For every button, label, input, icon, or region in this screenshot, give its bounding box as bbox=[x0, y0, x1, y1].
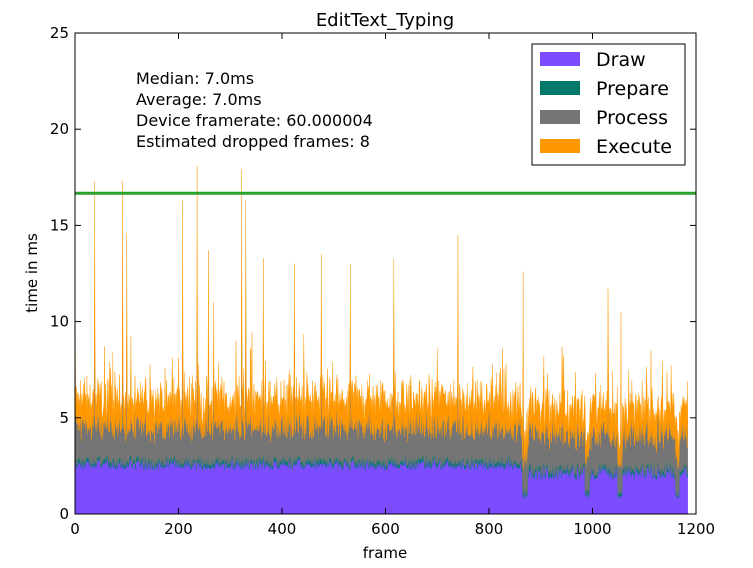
x-tick-label: 400 bbox=[268, 520, 297, 538]
x-tick-label: 0 bbox=[70, 520, 80, 538]
y-tick-label: 15 bbox=[50, 216, 69, 234]
x-tick-label: 1200 bbox=[677, 520, 715, 538]
y-axis-label: time in ms bbox=[23, 233, 41, 313]
chart-title: EditText_Typing bbox=[316, 10, 454, 31]
stats-annotation: Device framerate: 60.000004 bbox=[136, 111, 373, 130]
y-tick-label: 25 bbox=[50, 24, 69, 42]
legend-label: Draw bbox=[596, 49, 646, 71]
x-tick-label: 800 bbox=[475, 520, 504, 538]
x-axis-label: frame bbox=[363, 544, 407, 562]
stats-annotation: Median: 7.0ms bbox=[136, 69, 254, 88]
y-tick-label: 10 bbox=[50, 313, 69, 331]
x-tick-label: 1000 bbox=[573, 520, 611, 538]
legend-label: Process bbox=[596, 107, 668, 129]
y-tick-label: 20 bbox=[50, 120, 69, 138]
series-area-execute bbox=[74, 165, 688, 470]
y-tick-label: 5 bbox=[59, 409, 69, 427]
legend-label: Prepare bbox=[596, 78, 669, 100]
x-tick-label: 200 bbox=[164, 520, 193, 538]
x-tick-label: 600 bbox=[371, 520, 400, 538]
legend-swatch bbox=[540, 52, 580, 66]
legend-swatch bbox=[540, 110, 580, 124]
legend-swatch bbox=[540, 81, 580, 95]
y-tick-label: 0 bbox=[59, 505, 69, 523]
legend-swatch bbox=[540, 139, 580, 153]
stats-annotation: Estimated dropped frames: 8 bbox=[136, 132, 370, 151]
stats-annotation: Average: 7.0ms bbox=[136, 90, 262, 109]
legend-label: Execute bbox=[596, 136, 672, 158]
